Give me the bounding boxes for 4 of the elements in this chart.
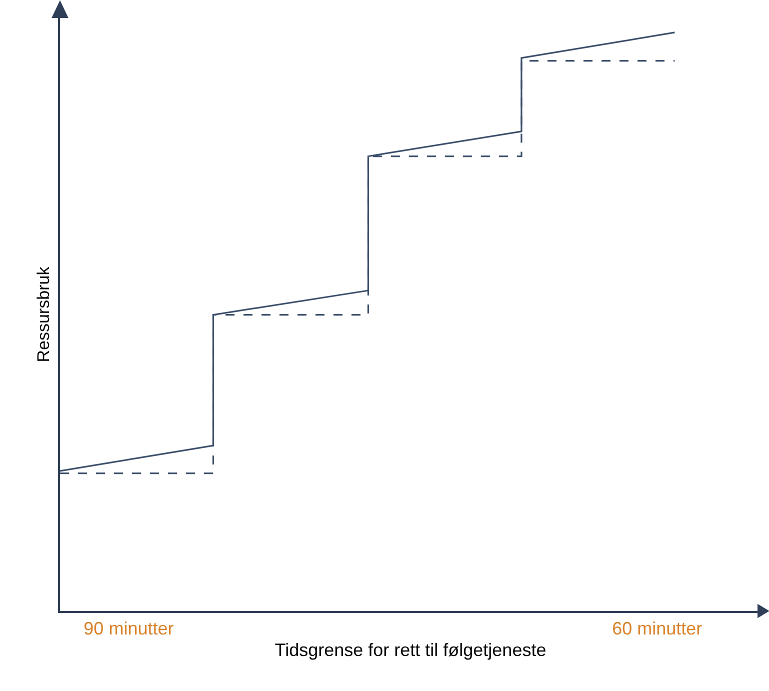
x-axis-title: Tidsgrense for rett til følgetjeneste [274, 640, 546, 660]
x-tick-label: 90 minutter [84, 618, 174, 639]
y-axis-title: Ressursbruk [34, 266, 54, 362]
x-tick-label: 60 minutter [612, 618, 702, 639]
